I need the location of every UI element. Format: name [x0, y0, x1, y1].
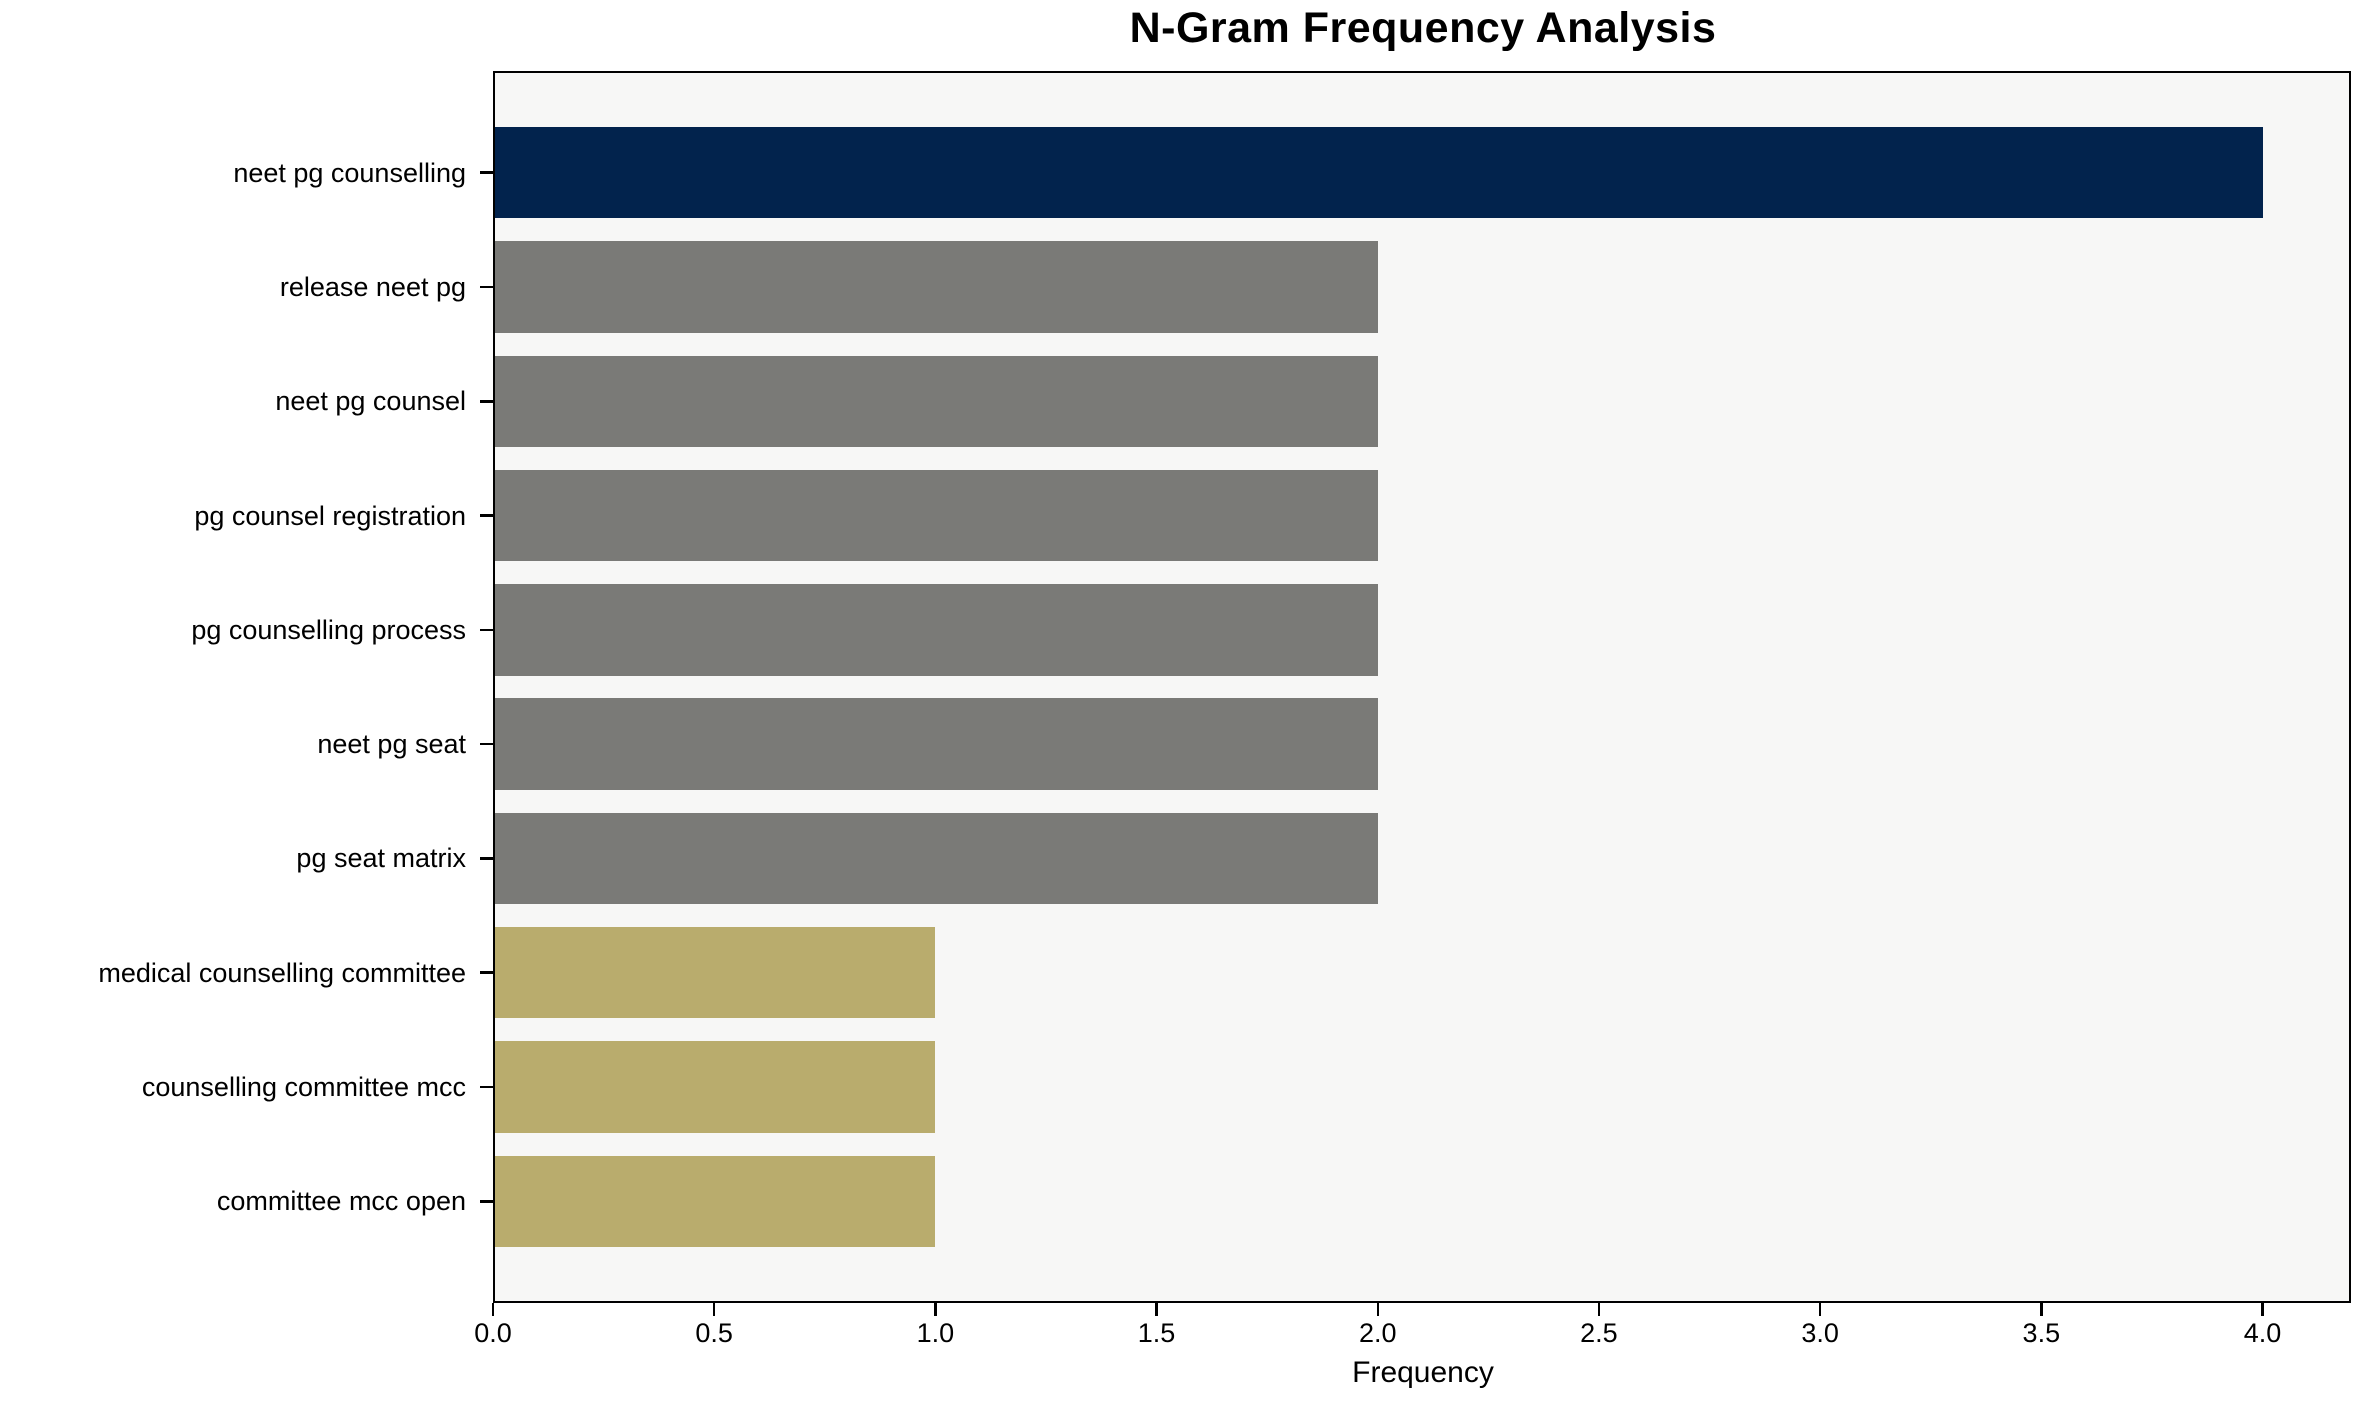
bar: [493, 1155, 936, 1247]
x-tick-label: 0.5: [695, 1318, 733, 1348]
x-tick-mark: [491, 1303, 495, 1316]
y-tick-mark: [480, 1085, 493, 1089]
bar: [493, 241, 1378, 333]
bar: [493, 1041, 936, 1133]
x-tick-mark: [1597, 1303, 1601, 1316]
chart-title: N-Gram Frequency Analysis: [1129, 4, 1717, 52]
x-tick-mark: [1818, 1303, 1822, 1316]
x-tick-label: 0.0: [474, 1318, 512, 1348]
x-tick-label: 1.5: [1137, 1318, 1176, 1348]
y-tick-label: pg counsel registration: [194, 500, 466, 531]
bar: [493, 584, 1378, 676]
bar: [493, 469, 1378, 562]
bar: [493, 927, 936, 1019]
y-tick-label: pg seat matrix: [296, 843, 466, 874]
x-tick-label: 3.0: [1801, 1318, 1839, 1348]
x-axis-label: Frequency: [1352, 1356, 1494, 1389]
y-tick-mark: [480, 1200, 493, 1203]
x-tick-mark: [2040, 1303, 2043, 1316]
y-tick-label: pg counselling process: [191, 614, 466, 645]
x-tick-mark: [2261, 1303, 2264, 1316]
y-tick-label: neet pg seat: [317, 729, 466, 760]
y-tick-mark: [480, 857, 493, 860]
y-tick-label: counselling committee mcc: [141, 1072, 466, 1102]
y-tick-label: release neet pg: [279, 272, 466, 302]
y-tick-label: medical counselling committee: [98, 957, 466, 988]
x-tick-mark: [934, 1303, 937, 1316]
x-tick-label: 3.5: [2022, 1318, 2061, 1348]
x-tick-mark: [712, 1303, 716, 1316]
x-tick-label: 2.0: [1358, 1318, 1397, 1348]
bar: [493, 698, 1378, 790]
y-tick-label: neet pg counselling: [233, 157, 466, 188]
y-tick-mark: [480, 514, 493, 517]
bar: [493, 355, 1378, 447]
plot-area: [493, 71, 2351, 1303]
y-tick-label: neet pg counsel: [275, 386, 466, 417]
y-tick-mark: [480, 628, 493, 632]
x-tick-mark: [1376, 1303, 1379, 1316]
x-tick-mark: [1155, 1303, 1158, 1316]
y-tick-mark: [480, 285, 493, 289]
y-tick-mark: [480, 171, 493, 174]
x-tick-label: 2.5: [1580, 1318, 1618, 1348]
bar: [493, 127, 2263, 219]
y-tick-label: committee mcc open: [216, 1186, 466, 1217]
y-tick-mark: [480, 742, 493, 746]
y-tick-mark: [480, 971, 493, 974]
bar: [493, 812, 1378, 905]
y-tick-mark: [480, 400, 493, 403]
x-tick-label: 1.0: [916, 1318, 955, 1348]
x-tick-label: 4.0: [2243, 1318, 2282, 1348]
